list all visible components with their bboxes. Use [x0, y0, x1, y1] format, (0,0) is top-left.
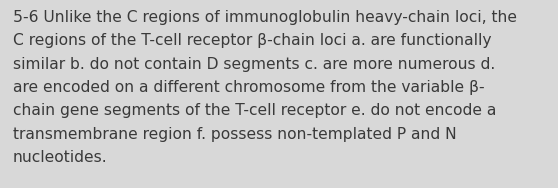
Text: similar b. do not contain D segments c. are more numerous d.: similar b. do not contain D segments c. …	[13, 57, 496, 72]
Text: transmembrane region f. possess non-templated P and N: transmembrane region f. possess non-temp…	[13, 127, 456, 142]
Text: chain gene segments of the T-cell receptor e. do not encode a: chain gene segments of the T-cell recept…	[13, 103, 497, 118]
Text: C regions of the T-cell receptor β-chain loci a. are functionally: C regions of the T-cell receptor β-chain…	[13, 33, 492, 48]
Text: 5-6 Unlike the C regions of immunoglobulin heavy-chain loci, the: 5-6 Unlike the C regions of immunoglobul…	[13, 10, 517, 25]
Text: are encoded on a different chromosome from the variable β-: are encoded on a different chromosome fr…	[13, 80, 485, 95]
Text: nucleotides.: nucleotides.	[13, 150, 108, 165]
